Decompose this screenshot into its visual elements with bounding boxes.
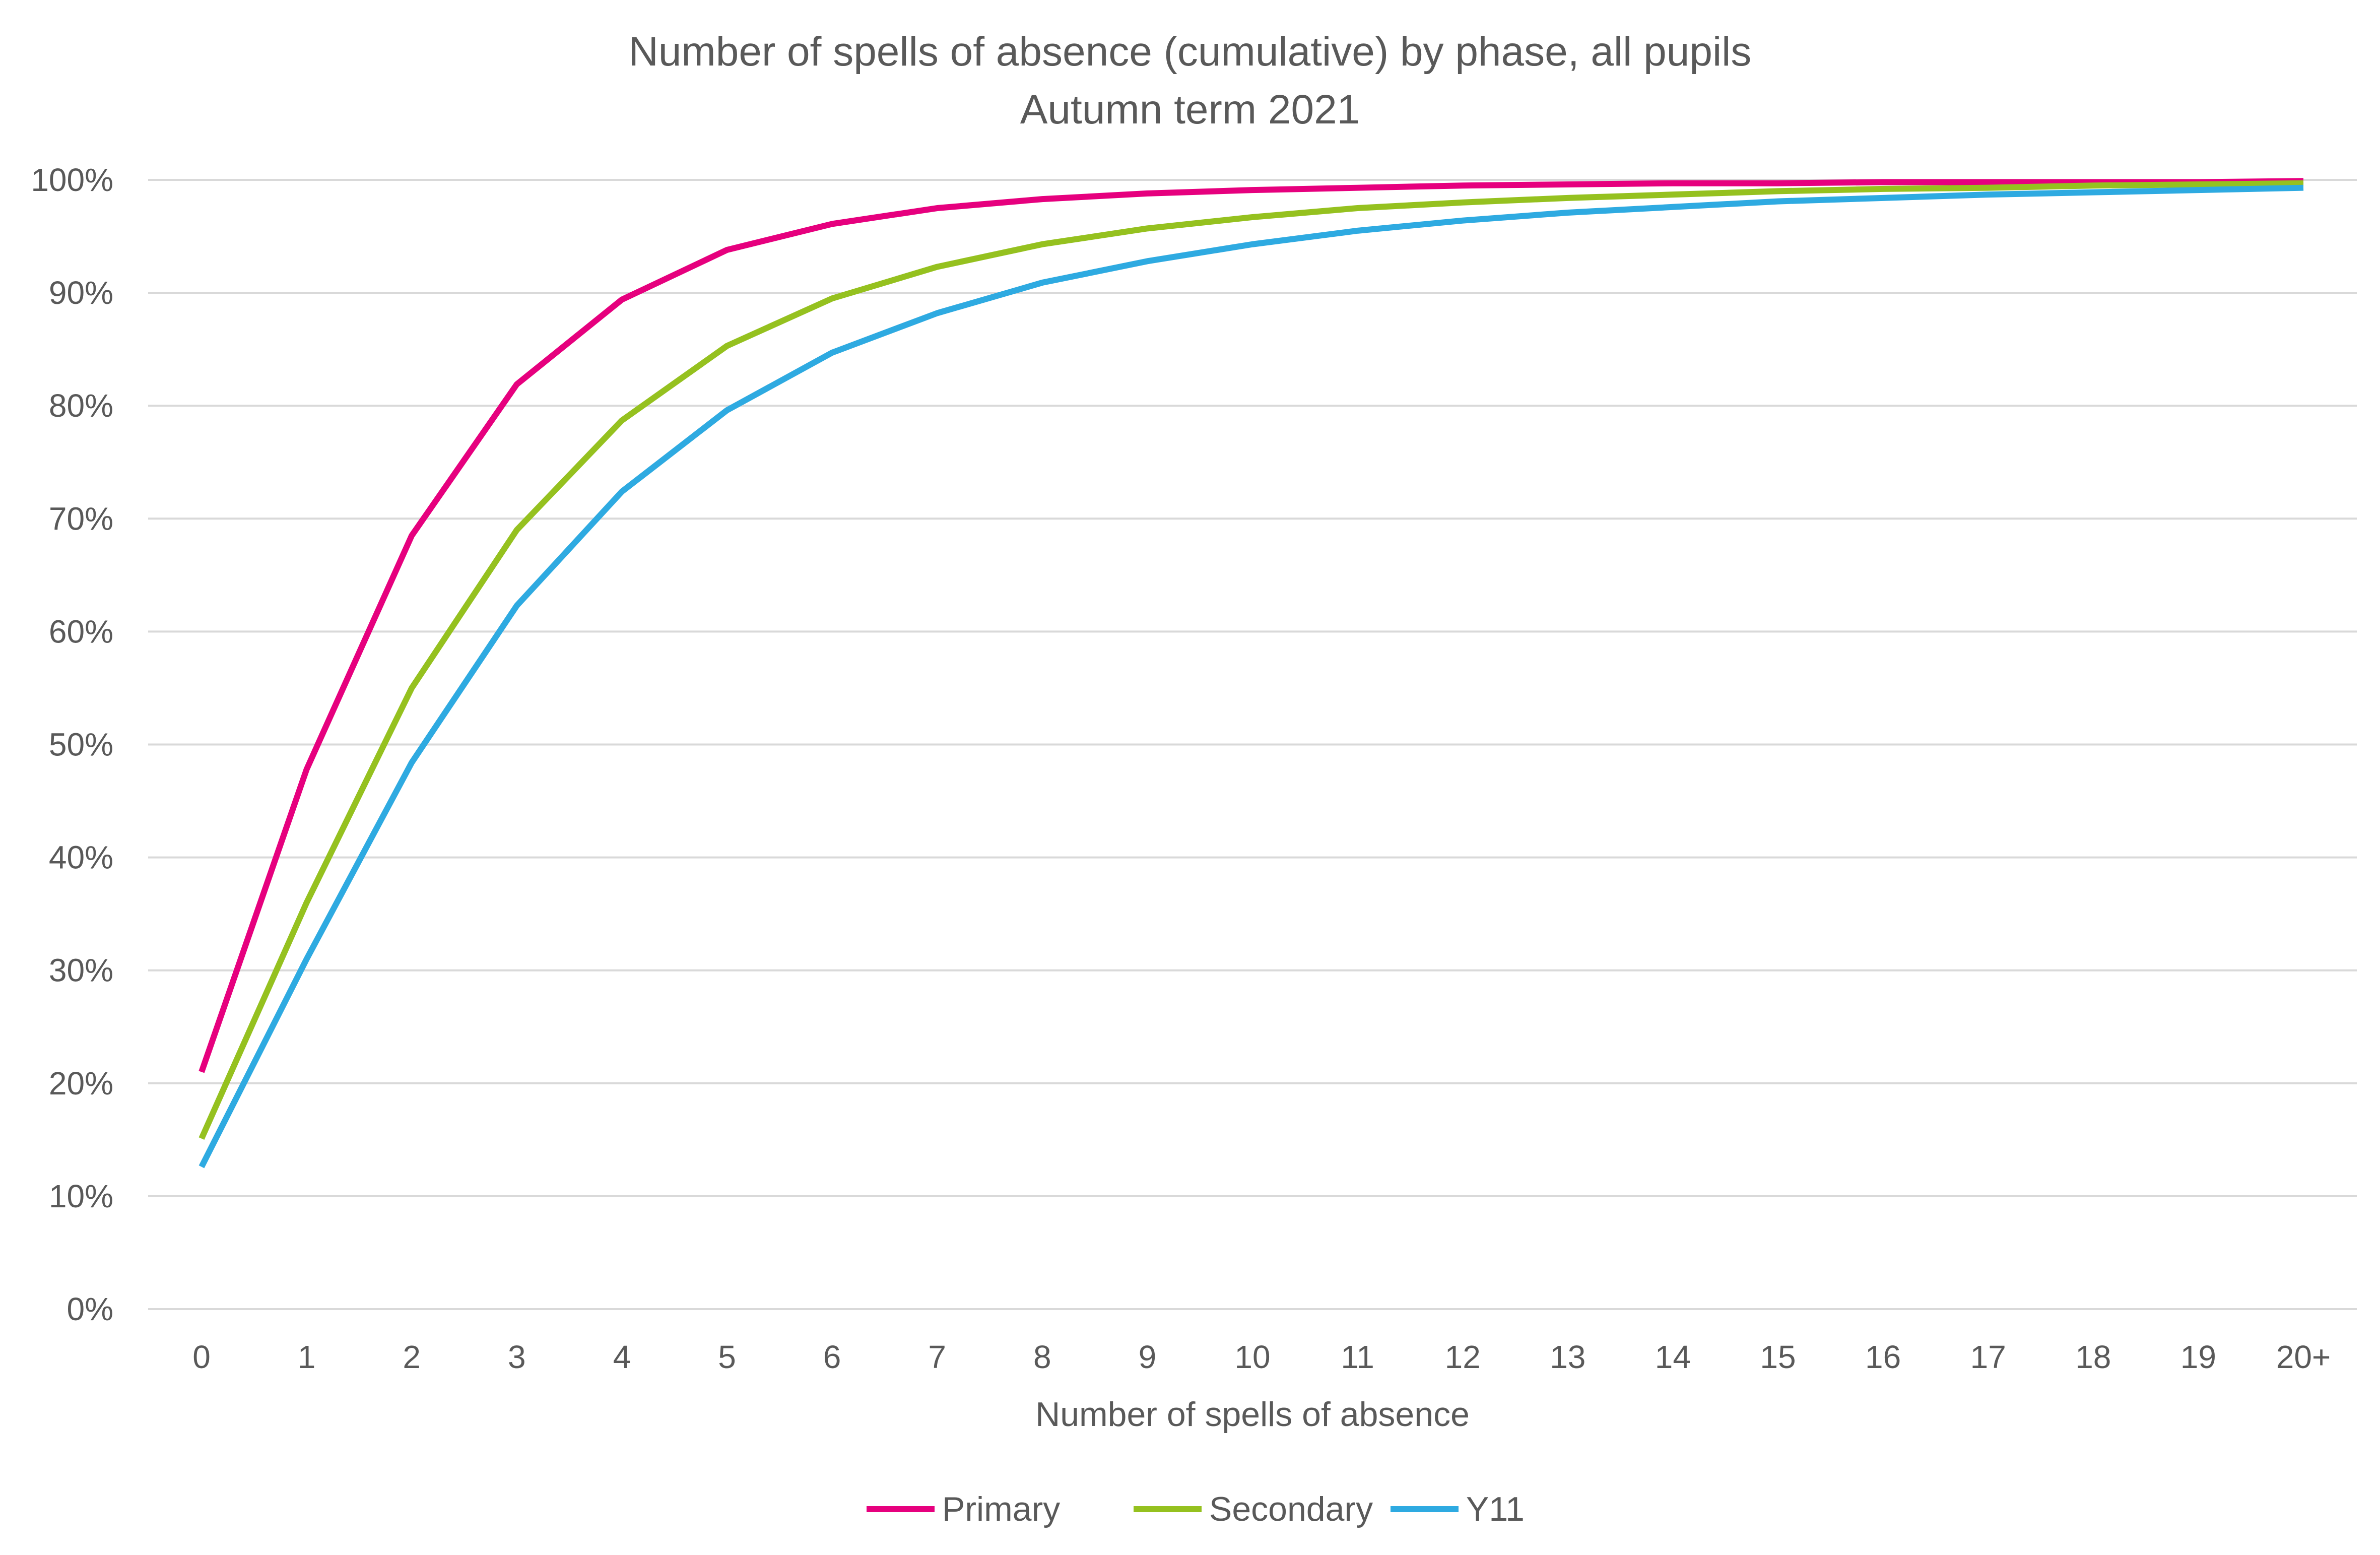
legend-label: Secondary <box>1209 1490 1373 1528</box>
x-tick-label: 4 <box>613 1339 631 1375</box>
x-tick-label: 1 <box>298 1339 316 1375</box>
y-tick-label: 30% <box>49 952 113 989</box>
y-tick-label: 80% <box>49 387 113 424</box>
y-tick-label: 0% <box>67 1291 114 1327</box>
y-tick-label: 70% <box>49 500 113 537</box>
x-tick-label: 17 <box>1970 1339 2006 1375</box>
x-tick-label: 13 <box>1550 1339 1585 1375</box>
y-tick-label: 50% <box>49 727 113 763</box>
y-tick-label: 20% <box>49 1065 113 1102</box>
y-tick-label: 40% <box>49 839 113 876</box>
chart-title: Number of spells of absence (cumulative)… <box>629 29 1752 75</box>
y-tick-label: 60% <box>49 613 113 650</box>
x-tick-label: 10 <box>1234 1339 1270 1375</box>
x-tick-label: 7 <box>928 1339 946 1375</box>
x-tick-label: 8 <box>1033 1339 1051 1375</box>
x-axis-label: Number of spells of absence <box>1035 1395 1470 1434</box>
x-tick-label: 16 <box>1865 1339 1901 1375</box>
x-tick-label: 15 <box>1760 1339 1796 1375</box>
legend: Primary Secondary Y11 <box>867 1490 1525 1528</box>
x-tick-label: 6 <box>823 1339 841 1375</box>
x-tick-label: 14 <box>1655 1339 1691 1375</box>
x-tick-label: 19 <box>2180 1339 2216 1375</box>
x-tick-label: 11 <box>1341 1339 1374 1375</box>
x-tick-label: 9 <box>1139 1339 1157 1375</box>
x-tick-label: 3 <box>508 1339 526 1375</box>
legend-label: Primary <box>942 1490 1060 1528</box>
y-tick-label: 100% <box>31 162 113 198</box>
x-tick-label: 0 <box>192 1339 211 1375</box>
x-tick-label: 12 <box>1445 1339 1481 1375</box>
series-line-secondary <box>199 180 2304 1140</box>
y-tick-label: 90% <box>49 275 113 311</box>
chart-subtitle: Autumn term 2021 <box>1020 87 1360 133</box>
series-line-y11 <box>199 184 2304 1169</box>
legend-label: Y11 <box>1466 1490 1525 1528</box>
x-tick-label: 2 <box>403 1339 421 1375</box>
x-tick-label: 5 <box>718 1339 736 1375</box>
x-tick-label: 20+ <box>2276 1339 2331 1375</box>
x-tick-label: 18 <box>2075 1339 2111 1375</box>
y-tick-label: 10% <box>49 1178 113 1214</box>
series-line-primary <box>199 178 2304 1073</box>
